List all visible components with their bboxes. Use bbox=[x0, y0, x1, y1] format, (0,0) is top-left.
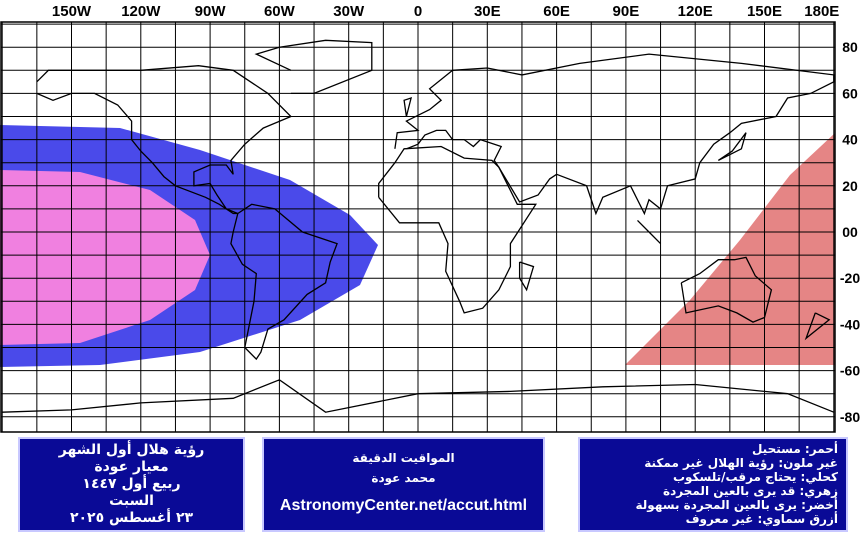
longitude-label: 30E bbox=[474, 3, 501, 20]
box-line: أخضر: يرى بالعين المجردة بسهولة bbox=[635, 498, 838, 512]
box-line: معيار عودة bbox=[94, 459, 169, 475]
box-line: غير ملون: رؤية الهلال غير ممكنة bbox=[644, 456, 838, 470]
info-box: أحمر: مستحيل غير ملون: رؤية الهلال غير مم… bbox=[578, 437, 848, 532]
longitude-label: 150W bbox=[52, 3, 92, 20]
longitude-label: 60E bbox=[543, 3, 570, 20]
longitude-label: 90E bbox=[613, 3, 640, 20]
box-line: أزرق سماوي: غير معروف bbox=[685, 512, 838, 526]
landmass bbox=[36, 65, 293, 215]
landmass bbox=[518, 261, 535, 292]
box-line: AstronomyCenter.net/accut.html bbox=[279, 497, 528, 514]
box-line: أحمر: مستحيل bbox=[751, 442, 838, 456]
box-line: السبت bbox=[109, 493, 154, 509]
landmass bbox=[804, 312, 831, 341]
box-line: كحلي: يحتاج مرقب/تلسكوب bbox=[672, 470, 838, 484]
latitude-label: 40 bbox=[842, 132, 858, 148]
landmass bbox=[403, 97, 413, 117]
info-box: رؤية هلال أول الشهر معيار عودة ربيع أول ١٤… bbox=[18, 437, 245, 532]
longitude-label: 30W bbox=[333, 3, 365, 20]
longitude-label: 60W bbox=[264, 3, 296, 20]
landmass bbox=[637, 219, 661, 245]
world-map: 150W 120W 90W 60W 30W 0 30E 60E 90E 120E 150E 180E 8… bbox=[0, 3, 860, 433]
landmass bbox=[394, 53, 835, 216]
landmass bbox=[2, 379, 835, 413]
longitude-label: 180E bbox=[804, 3, 839, 20]
latitude-label: -40 bbox=[840, 316, 860, 332]
latitude-label: 00 bbox=[842, 224, 858, 240]
grid bbox=[1, 22, 835, 432]
landmass bbox=[378, 145, 537, 314]
axis-labels: 150W 120W 90W 60W 30W 0 30E 60E 90E 120E 150E 180E 8… bbox=[52, 3, 860, 425]
map-frame bbox=[0, 21, 836, 433]
longitude-label: 150E bbox=[747, 3, 782, 20]
landmass bbox=[717, 132, 747, 161]
coastlines bbox=[2, 39, 835, 413]
landmass bbox=[230, 203, 338, 361]
box-line: زهري: قد يرى بالعين المجردة bbox=[663, 484, 838, 498]
box-line: المواقيت الدقيقة bbox=[352, 451, 455, 465]
latitude-label: -60 bbox=[840, 363, 860, 379]
box-line: رؤية هلال أول الشهر bbox=[58, 442, 205, 458]
box-line: ٢٣ أغسطس ٢٠٢٥ bbox=[69, 510, 194, 526]
landmass bbox=[680, 256, 773, 323]
box-line: ربيع أول ١٤٤٧ bbox=[82, 476, 181, 492]
longitude-label: 120E bbox=[678, 3, 713, 20]
latitude-label: -20 bbox=[840, 270, 860, 286]
landmass bbox=[254, 39, 373, 95]
zone-impossible bbox=[625, 133, 835, 365]
latitude-label: 20 bbox=[842, 178, 858, 194]
latitude-label: 80 bbox=[842, 39, 858, 55]
latitude-label: 60 bbox=[842, 85, 858, 101]
box-line: محمد عودة bbox=[371, 471, 436, 485]
longitude-label: 120W bbox=[121, 3, 161, 20]
info-box: المواقيت الدقيقة محمد عودة AstronomyCenter… bbox=[262, 437, 545, 532]
latitude-label: -80 bbox=[840, 409, 860, 425]
longitude-label: 90W bbox=[195, 3, 227, 20]
longitude-label: 0 bbox=[414, 3, 422, 20]
